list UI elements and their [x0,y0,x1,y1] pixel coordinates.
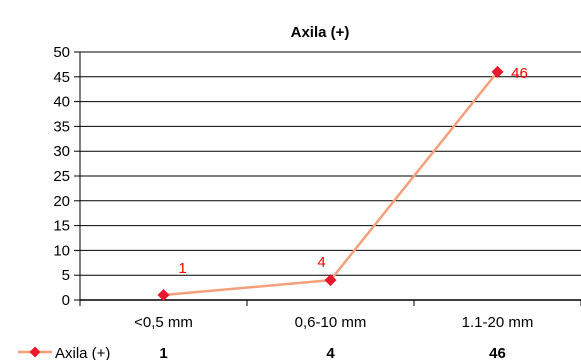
data-label: 4 [317,254,325,271]
chart-title: Axila (+) [291,24,350,41]
y-tick-label: 10 [53,242,70,259]
data-table-value: 46 [489,345,506,360]
x-axis-categories: <0,5 mm 0,6-10 mm 1.1-20 mm [79,300,581,331]
y-tick-label: 30 [53,143,70,160]
y-tick-label: 40 [53,94,70,111]
y-tick-label: 35 [53,118,70,135]
data-label: 1 [178,260,186,277]
y-tick-label: 25 [53,168,70,185]
legend: Axila (+) [18,345,110,360]
data-label: 46 [511,65,528,82]
data-table: 1 4 46 [159,345,506,360]
data-point-marker [491,65,504,78]
x-category-label: 0,6-10 mm [295,314,367,331]
x-category-label: 1.1-20 mm [462,314,534,331]
y-tick-label: 45 [53,69,70,86]
y-tick-label: 5 [62,267,70,284]
data-point-marker [324,274,337,287]
data-table-value: 4 [326,345,335,360]
y-tick-label: 20 [53,193,70,210]
series-axila: 1 4 46 [157,65,528,302]
y-tick-label: 50 [53,44,70,61]
y-tick-label: 0 [62,292,70,309]
x-category-label: <0,5 mm [134,314,193,331]
data-point-marker [157,289,170,302]
series-line [163,71,499,297]
data-table-value: 1 [159,345,167,360]
legend-label: Axila (+) [55,345,110,360]
gridlines [80,51,581,301]
legend-marker-swatch [29,346,41,358]
y-tick-label: 15 [53,218,70,235]
